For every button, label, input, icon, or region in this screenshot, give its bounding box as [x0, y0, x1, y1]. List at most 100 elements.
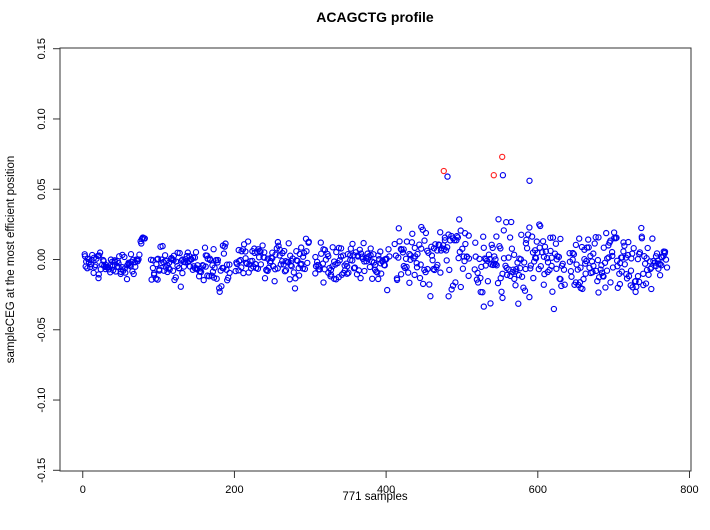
- x-axis-label: 771 samples: [342, 491, 407, 503]
- data-point: [452, 279, 459, 286]
- data-point: [499, 294, 506, 302]
- data-point: [298, 244, 305, 251]
- data-point: [459, 265, 467, 272]
- data-point: [361, 267, 368, 275]
- data-point: [549, 288, 556, 295]
- data-point: [424, 265, 431, 273]
- data-point: [344, 263, 351, 270]
- data-point: [488, 241, 495, 248]
- data-point: [620, 248, 627, 255]
- data-point: [493, 262, 500, 269]
- data-point: [299, 253, 307, 260]
- data-point: [662, 256, 670, 263]
- data-point: [184, 249, 191, 256]
- data-point: [437, 269, 444, 276]
- data-point: [235, 246, 242, 254]
- data-point: [196, 267, 204, 275]
- data-point: [526, 224, 533, 231]
- data-point: [641, 260, 649, 267]
- data-point: [141, 235, 148, 242]
- data-point: [264, 267, 271, 275]
- data-point: [661, 250, 668, 257]
- data-point: [582, 270, 589, 277]
- data-point: [600, 273, 607, 280]
- data-point: [161, 252, 169, 259]
- data-point: [630, 245, 637, 252]
- data-point: [402, 255, 410, 262]
- data-point: [405, 269, 412, 276]
- data-point: [531, 258, 538, 265]
- data-point: [526, 177, 533, 184]
- data-point: [218, 283, 225, 290]
- data-point: [386, 253, 393, 260]
- data-point: [518, 231, 525, 238]
- data-point: [650, 257, 657, 265]
- data-point: [510, 251, 518, 258]
- data-point: [159, 242, 166, 250]
- data-point: [393, 276, 401, 284]
- data-point: [434, 261, 441, 269]
- data-point: [453, 232, 461, 240]
- data-point: [604, 255, 611, 262]
- data-point: [486, 255, 493, 263]
- data-point: [222, 240, 229, 247]
- data-point: [511, 275, 518, 283]
- data-point: [492, 256, 499, 263]
- data-point: [572, 241, 580, 249]
- data-point: [455, 254, 462, 262]
- data-point: [138, 240, 145, 247]
- data-point: [281, 268, 289, 275]
- data-point: [645, 271, 652, 278]
- data-point: [638, 224, 645, 232]
- data-point: [590, 250, 597, 257]
- data-point: [201, 244, 209, 251]
- data-point: [603, 229, 610, 237]
- data-point: [226, 269, 233, 277]
- data-point: [589, 269, 596, 276]
- data-points: [81, 172, 671, 313]
- data-point: [367, 245, 374, 252]
- data-point: [632, 277, 639, 285]
- data-point: [251, 245, 258, 252]
- data-point: [543, 255, 551, 262]
- data-point: [459, 245, 466, 252]
- data-point: [303, 248, 310, 255]
- data-point: [597, 266, 604, 273]
- data-point: [595, 234, 602, 241]
- data-point: [274, 265, 281, 272]
- data-point: [547, 234, 554, 241]
- data-point: [627, 267, 635, 274]
- data-point: [629, 284, 636, 291]
- data-point: [96, 252, 103, 259]
- data-point: [150, 270, 158, 277]
- data-point: [216, 288, 223, 295]
- data-point: [416, 274, 424, 282]
- data-point: [566, 250, 573, 257]
- outlier-point: [499, 153, 506, 161]
- data-point: [182, 259, 189, 266]
- data-point: [618, 268, 625, 275]
- data-point: [377, 248, 384, 255]
- data-point: [301, 265, 309, 273]
- data-point: [505, 254, 512, 261]
- data-point: [418, 245, 425, 252]
- data-point: [220, 264, 227, 272]
- data-point: [136, 251, 143, 258]
- data-point: [220, 250, 228, 257]
- data-point: [92, 261, 99, 269]
- data-point: [115, 263, 122, 271]
- x-tick-label: 800: [680, 484, 698, 496]
- data-point: [90, 269, 97, 277]
- data-point: [374, 269, 381, 276]
- data-point: [517, 256, 525, 263]
- data-point: [484, 278, 492, 285]
- data-point: [521, 287, 529, 294]
- data-point: [223, 261, 231, 268]
- data-point: [304, 259, 311, 267]
- data-point: [210, 246, 217, 253]
- data-point: [487, 300, 494, 307]
- data-point: [632, 288, 639, 296]
- data-point: [169, 267, 177, 274]
- data-point: [87, 263, 94, 271]
- data-point: [500, 227, 507, 234]
